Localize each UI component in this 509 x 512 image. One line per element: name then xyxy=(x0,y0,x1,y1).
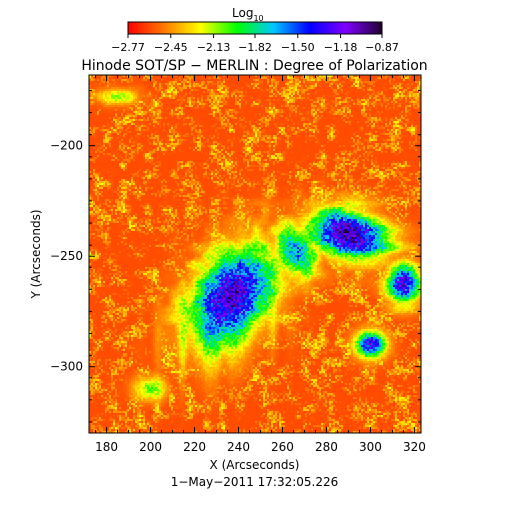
x-tick-label: 280 xyxy=(315,440,338,454)
y-axis: −200 −250 −300 xyxy=(50,89,421,423)
x-axis-label: X (Arcseconds) xyxy=(210,458,300,472)
colorbar-tick-label: −1.50 xyxy=(281,41,315,54)
x-tick-label: 200 xyxy=(139,440,162,454)
colorbar-tick-label: −2.13 xyxy=(197,41,231,54)
y-axis-label: Y (Arcseconds) xyxy=(29,209,43,299)
y-tick-label: −250 xyxy=(50,249,83,263)
colorbar-tick-label: −2.45 xyxy=(154,41,188,54)
timestamp: 1−May−2011 17:32:05.226 xyxy=(171,475,339,489)
colorbar-tick-label: −0.87 xyxy=(365,41,399,54)
x-tick-label: 260 xyxy=(271,440,294,454)
colorbar-tick-label: −2.77 xyxy=(111,41,145,54)
x-tick-label: 220 xyxy=(183,440,206,454)
x-tick-label: 240 xyxy=(227,440,250,454)
colorbar xyxy=(127,21,383,35)
plot-frame xyxy=(88,74,422,434)
colorbar-tick-label: −1.82 xyxy=(238,41,272,54)
colorbar-label: Log10 xyxy=(232,6,264,23)
heatmap-image xyxy=(89,75,421,433)
x-axis: 180 200 220 240 260 280 300 320 xyxy=(95,75,426,454)
x-tick-label: 300 xyxy=(359,440,382,454)
chart-title: Hinode SOT/SP − MERLIN : Degree of Polar… xyxy=(81,58,427,74)
y-tick-label: −300 xyxy=(50,360,83,374)
colorbar-tick-label: −1.18 xyxy=(324,41,358,54)
x-tick-label: 320 xyxy=(403,440,426,454)
colorbar-ticks: −2.77 −2.45 −2.13 −1.82 −1.50 −1.18 −0.87 xyxy=(111,34,399,54)
x-tick-label: 180 xyxy=(95,440,118,454)
y-tick-label: −200 xyxy=(50,139,83,153)
